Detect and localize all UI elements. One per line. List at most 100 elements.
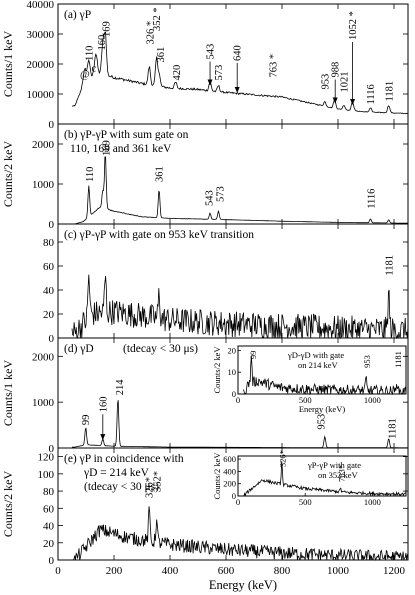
panel-c: 0 20 40 60 80 (c) γP-γP with gate on 953 keV … [43,223,409,345]
y-tick-label: 30000 [27,29,55,41]
inset-xlabel: Energy (keV) [299,404,346,414]
peak-label: @ [80,70,90,81]
inset-ylabel: Counts/2 keV [212,346,222,394]
inset-y-tick-label: 0 [232,389,236,399]
inset-x-tick-label: 1000 [364,395,381,405]
peak-label: 1181 [385,81,396,102]
inset-peak-label: 953 [362,355,372,368]
panel-b-spectrum [72,156,408,225]
y-tick-label: 100 [38,469,55,481]
panel-b-title2: 110, 169 and 361 keV [70,143,172,155]
arrow-head [332,97,338,104]
x-tick-label: 800 [274,565,291,577]
y-tick-label: 120 [38,452,55,464]
inset-y-tick-label: 10 [228,367,237,377]
peak-label: 573 [214,65,225,81]
y-tick-label: 0 [49,219,55,231]
peak-label: 326 * [145,21,156,45]
peak-label: 1052 * [348,11,359,40]
peak-label: 953 [320,74,331,90]
inset-y-tick-label: 600 [223,454,236,464]
panel-e-frame [57,447,409,561]
arrow-head [234,87,240,93]
y-tick-label: 2000 [32,139,55,151]
inset-spectrum [243,355,407,396]
panel-c-title: (c) γP-γP with gate on 953 keV transitio… [64,229,254,241]
peak-label: 543 [205,190,216,206]
y-tick-label: 0 [49,333,55,345]
peak-label: 640 [233,45,244,61]
peak-label: 543 [206,44,217,60]
y-tick-label: 1000 [32,179,55,191]
panel-c-spectrum [71,274,409,340]
panel-a-ylabel: Counts/1 keV [1,31,15,98]
panel-d-spectrum [72,400,408,449]
inset-x-tick-label: 1000 [364,497,381,507]
inset-y-tick-label: 20 [228,345,237,355]
panel-d-title-extra: (tdecay < 30 μs) [123,343,198,355]
inset-title: γP-γP with gate [307,460,361,470]
y-tick-label: 40 [43,285,55,297]
y-tick-label: 0 [49,443,55,455]
peak-label: 169 [102,21,113,37]
panel-d-inset: 0 10 20 0 500 1000 Counts/2 keV Energy (keV) γD-… [212,345,407,414]
panel-e-title3: (tdecay < 30 μs) [84,481,159,493]
arrow-head [100,434,106,441]
peak-label: 352* [152,471,163,492]
panel-b-title: (b) γP-γP with sum gate on [64,129,189,141]
panel-e-spectrum [72,506,409,561]
inset-peak-label: 99 [248,351,258,360]
peak-label: 763 * [269,54,280,78]
y-tick-label: 40000 [27,0,55,11]
y-tick-label: 20 [43,538,55,550]
x-tick-label: 600 [218,565,235,577]
x-tick-label: 1000 [327,565,350,577]
inset-title2: on 352 keV [318,470,359,480]
peak-label: 1116 [366,84,377,104]
peak-label: 110 [84,46,95,61]
panel-e: 0 20 40 60 80 100 120 Counts/2 keV (e) γP in coi… [1,447,409,567]
inset-frame [237,455,407,497]
peak-label: 420 [172,65,183,81]
x-tick-label: 400 [162,565,179,577]
y-tick-label: 1000 [32,397,55,409]
peak-label: 361 [155,166,166,182]
panel-e-ylabel: Counts/2 keV [1,471,15,538]
panel-d-title: (d) γD [64,343,94,355]
peak-label: 1021 [339,72,350,93]
inset-x-tick-label: 500 [299,395,312,405]
y-tick-label: 2000 [32,351,55,363]
inset-y-tick-label: 0 [232,491,236,501]
peak-label: 110 [85,167,96,182]
inset-peak-label: 326* [277,450,287,467]
peak-label: 953 [317,414,328,430]
y-tick-label: 20 [43,309,55,321]
x-axis-label: Energy (keV) [209,578,277,592]
inset-x-tick-label: 0 [236,395,240,405]
y-tick-label: 60 [43,261,55,273]
inset-spectrum [243,461,407,497]
y-tick-label: 0 [49,119,55,131]
panel-b-ylabel: Counts/2 keV [1,141,15,208]
x-tick-label: 200 [106,565,123,577]
peak-label: 169 [102,140,113,156]
y-tick-label: 40 [43,521,55,533]
peak-label: 352 * [152,7,163,31]
peak-label: 1181 [388,418,399,439]
peak-label: 160 [98,397,109,413]
peak-label: 1116 [367,189,378,209]
x-tick-label: 1200 [383,565,406,577]
peak-label: 361 [156,47,167,63]
inset-y-tick-label: 400 [223,466,236,476]
peak-label: 573 [215,186,226,202]
inset-x-tick-label: 500 [299,497,312,507]
y-tick-label: 0 [49,555,55,567]
panel-a: 0 10000 20000 30000 40000 Counts/1 keV (a) γP @… [1,0,409,131]
peak-label: c [92,64,97,75]
panel-e-title: (e) γP in coincidence with [64,453,184,465]
y-tick-label: 10000 [27,89,55,101]
panel-b: 0 1000 2000 Counts/2 keV (b) γP-γP with sum … [1,123,409,231]
inset-peak-label: 1181 [393,351,403,368]
inset-y-tick-label: 200 [223,479,236,489]
